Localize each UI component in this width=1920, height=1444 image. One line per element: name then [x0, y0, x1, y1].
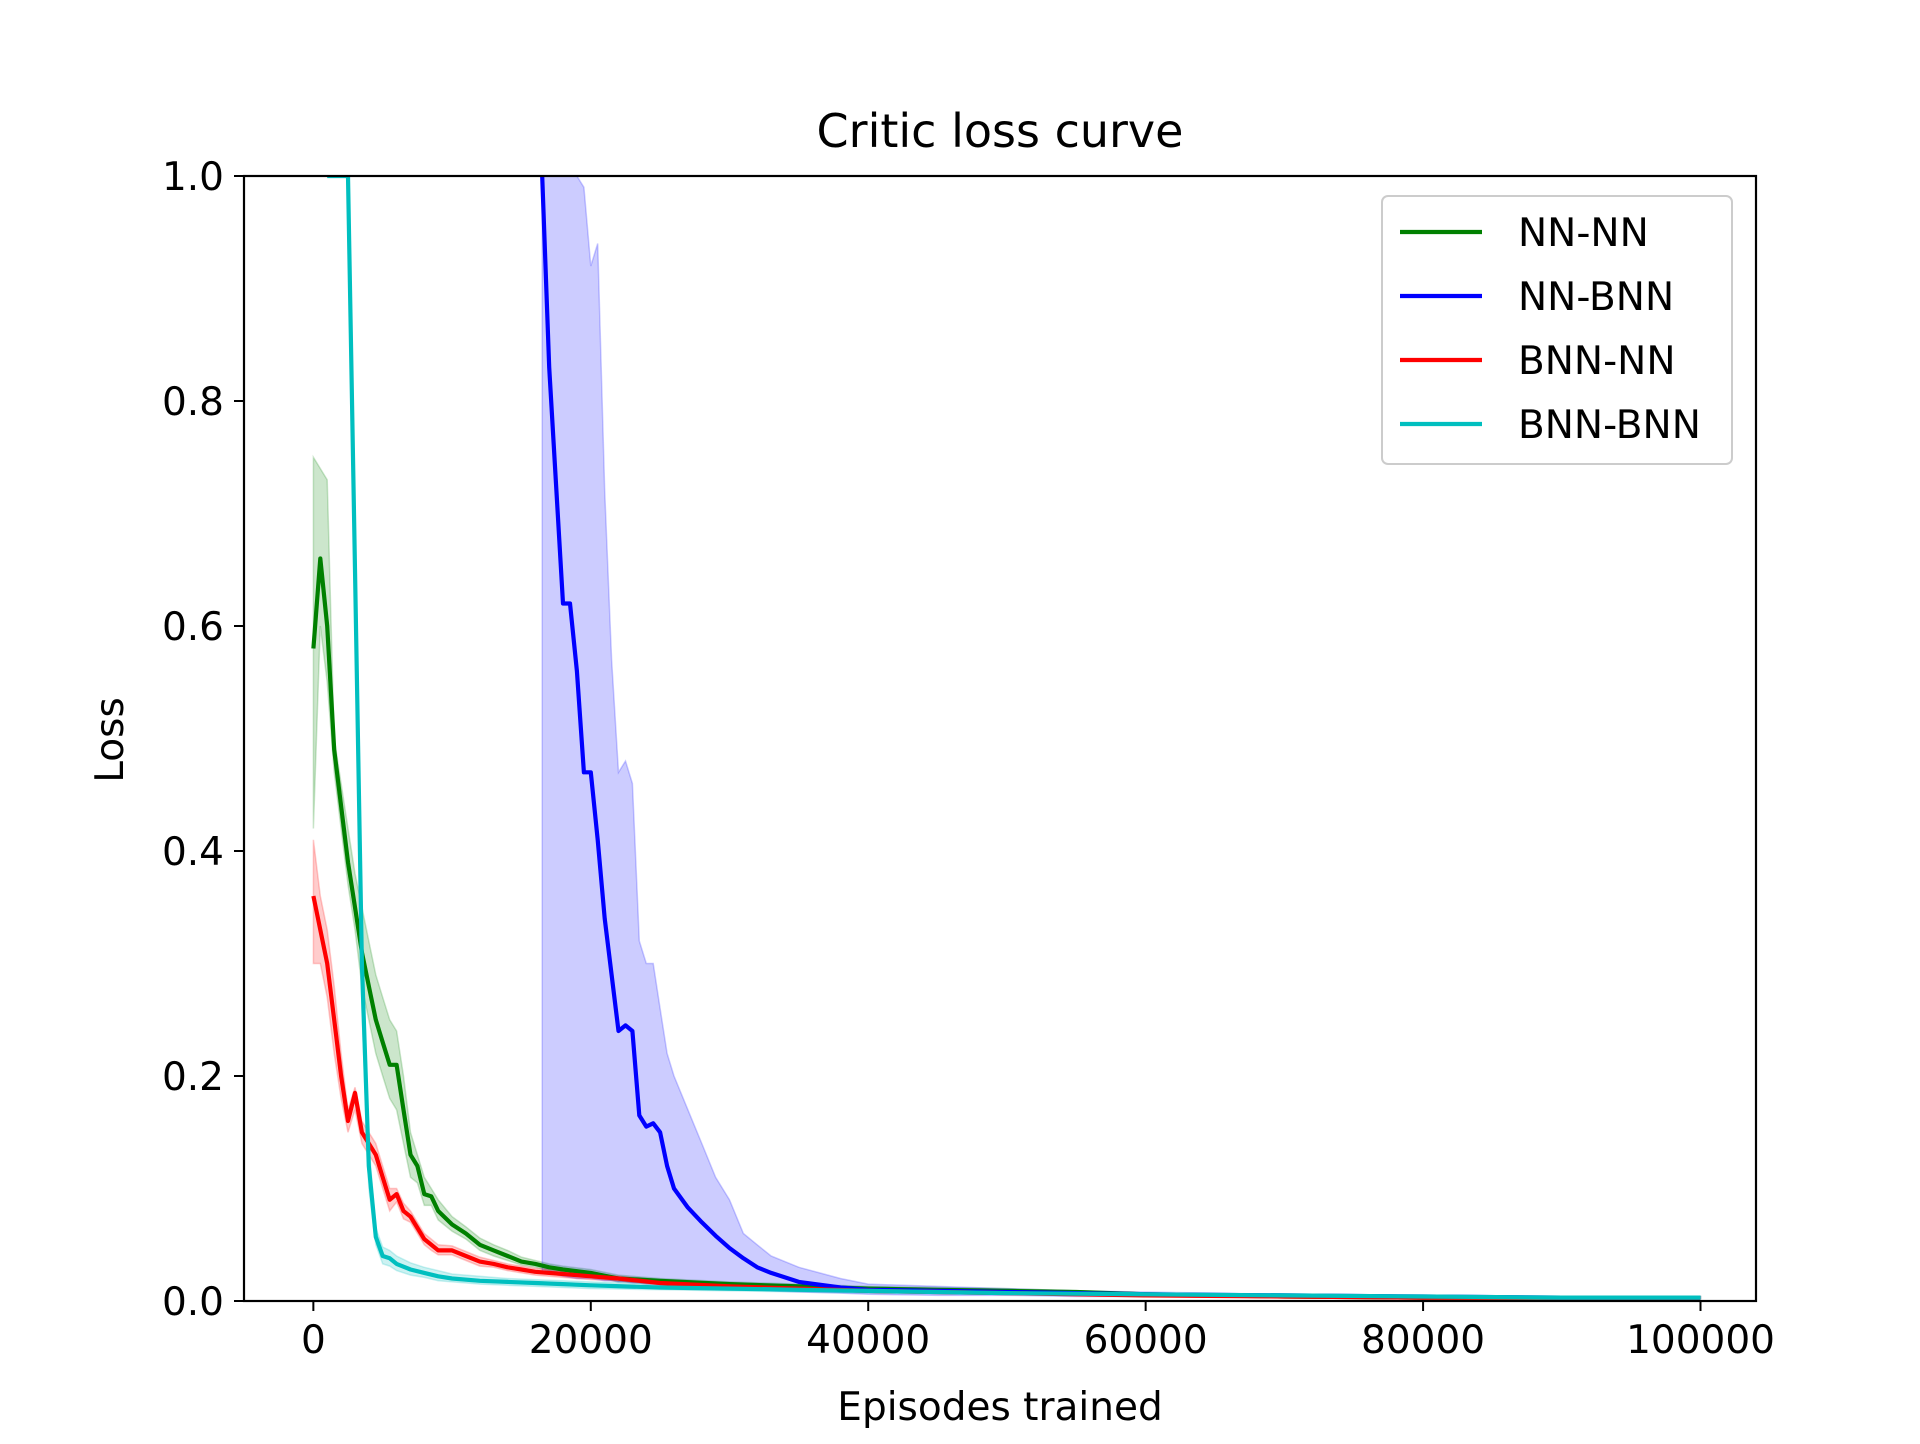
chart-title: Critic loss curve	[817, 104, 1184, 158]
x-tick-label: 40000	[806, 1318, 930, 1363]
legend-label-bnn-nn: BNN-NN	[1518, 339, 1676, 384]
x-tick-label: 20000	[529, 1318, 653, 1363]
legend-label-nn-bnn: NN-BNN	[1518, 275, 1674, 320]
legend-label-nn-nn: NN-NN	[1518, 211, 1649, 256]
y-tick-label: 0.2	[162, 1055, 224, 1100]
y-tick-label: 0.4	[162, 830, 224, 875]
x-tick-label: 80000	[1361, 1318, 1485, 1363]
band-nn-nn	[312, 454, 1702, 1300]
line-bnn-nn	[311, 895, 1701, 1300]
plot-frame	[242, 174, 1758, 1303]
y-tick-label: 1.0	[162, 155, 224, 200]
legend-label-bnn-bnn: BNN-BNN	[1518, 403, 1701, 448]
x-tick-label: 0	[301, 1318, 326, 1363]
x-tick-label: 60000	[1084, 1318, 1208, 1363]
legend: NN-NN NN-BNN BNN-NN BNN-BNN	[1381, 195, 1733, 465]
legend-box	[1381, 195, 1733, 465]
line-nn-nn	[311, 556, 1701, 1300]
y-tick-label: 0.0	[162, 1280, 224, 1325]
y-axis-ticks: 0.0 0.2 0.4 0.6 0.8 1.0	[162, 155, 244, 1325]
band-bnn-nn	[312, 839, 1702, 1300]
series-lines	[311, 176, 1701, 1300]
y-tick-label: 0.8	[162, 380, 224, 425]
x-tick-label: 100000	[1626, 1318, 1775, 1363]
y-axis-label: Loss	[88, 697, 133, 783]
line-bnn-bnn	[327, 176, 1701, 1300]
y-tick-label: 0.6	[162, 605, 224, 650]
x-axis-ticks: 0 20000 40000 60000 80000 100000	[301, 1301, 1775, 1363]
x-axis-label: Episodes trained	[837, 1385, 1162, 1430]
